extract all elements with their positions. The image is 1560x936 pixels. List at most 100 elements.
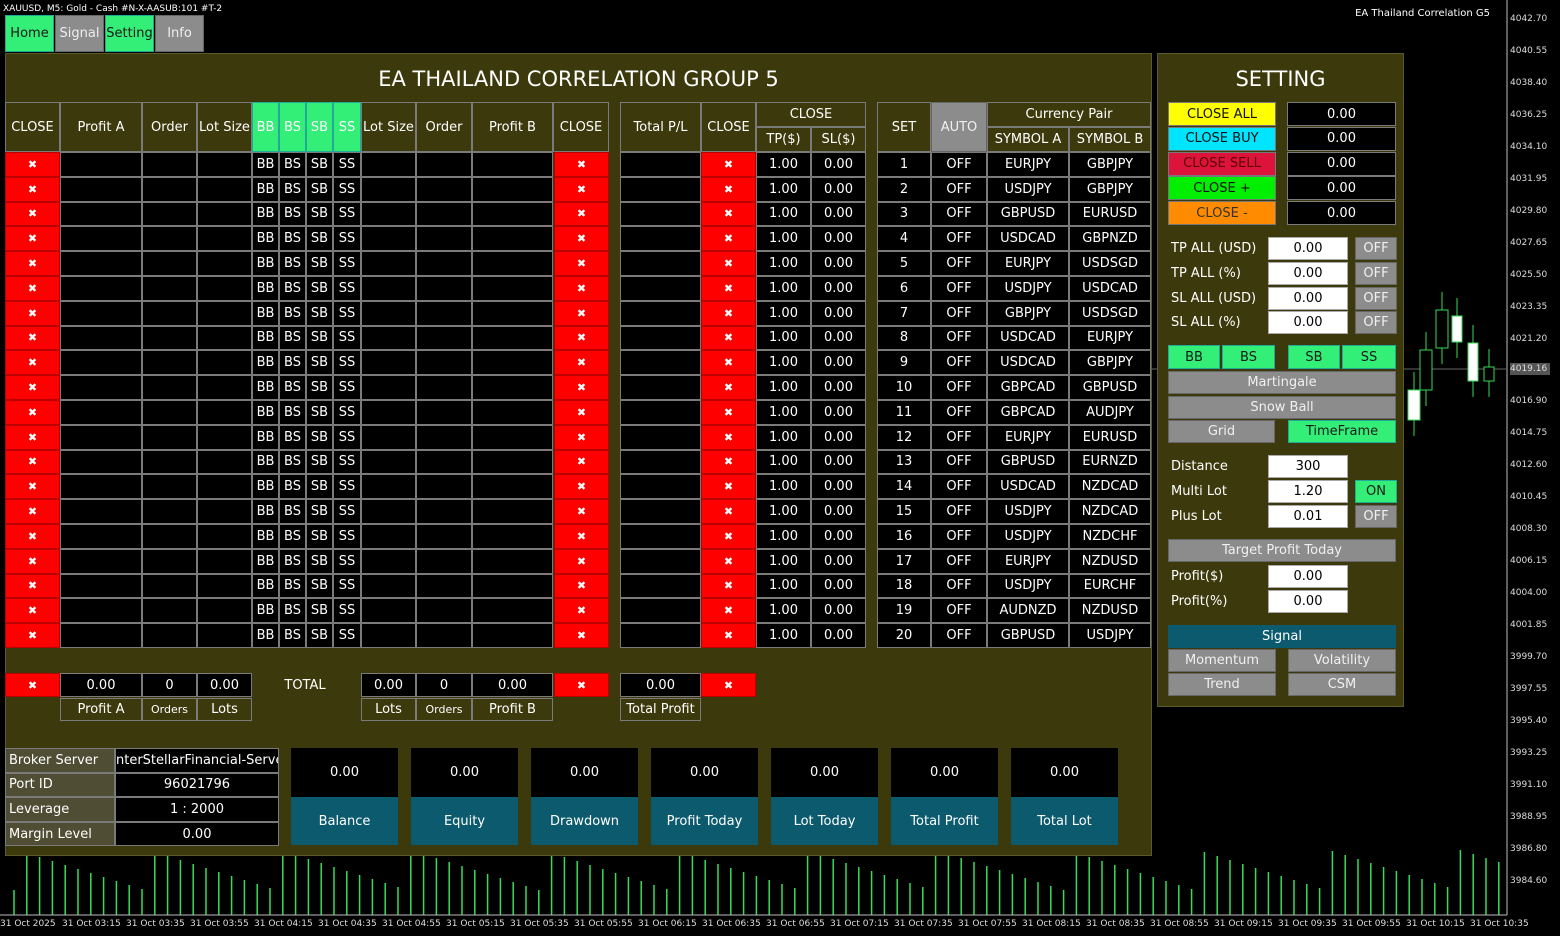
close-button[interactable]: ✖ bbox=[554, 375, 609, 400]
close-button[interactable]: ✖ bbox=[5, 573, 60, 599]
close-all-button[interactable]: CLOSE + bbox=[1168, 176, 1276, 201]
trade-button[interactable]: BS bbox=[279, 350, 306, 376]
tab[interactable]: Signal bbox=[55, 15, 104, 52]
column-header[interactable]: SB bbox=[306, 102, 333, 152]
trade-button[interactable]: BS bbox=[279, 201, 306, 227]
tab[interactable]: Setting bbox=[105, 15, 154, 52]
profit-input[interactable]: 0.00 bbox=[1268, 565, 1348, 588]
auto-toggle[interactable]: OFF bbox=[931, 176, 987, 202]
trade-button[interactable]: BS bbox=[279, 424, 306, 450]
trade-button[interactable]: SS bbox=[333, 276, 361, 301]
close-button[interactable]: ✖ bbox=[554, 548, 609, 574]
trade-button[interactable]: BB bbox=[252, 176, 279, 202]
toggle-button[interactable]: ON bbox=[1355, 479, 1397, 503]
close-button[interactable]: ✖ bbox=[554, 400, 609, 425]
close-button[interactable]: ✖ bbox=[5, 673, 60, 697]
column-header[interactable]: BB bbox=[252, 102, 279, 152]
signal-header[interactable]: Signal bbox=[1168, 625, 1396, 648]
close-button[interactable]: ✖ bbox=[701, 276, 756, 301]
toggle-button[interactable]: OFF bbox=[1355, 504, 1397, 528]
trade-button[interactable]: SB bbox=[306, 176, 333, 202]
auto-toggle[interactable]: OFF bbox=[931, 251, 987, 276]
trade-button[interactable]: SB bbox=[306, 474, 333, 500]
auto-toggle[interactable]: OFF bbox=[931, 598, 987, 624]
close-button[interactable]: ✖ bbox=[5, 300, 60, 326]
trade-button[interactable]: SS bbox=[333, 201, 361, 227]
close-button[interactable]: ✖ bbox=[5, 400, 60, 425]
trade-button[interactable]: BS bbox=[279, 474, 306, 500]
close-button[interactable]: ✖ bbox=[5, 598, 60, 624]
target-input[interactable]: 0.00 bbox=[1268, 237, 1348, 260]
trade-button[interactable]: BB bbox=[252, 350, 279, 376]
close-button[interactable]: ✖ bbox=[5, 152, 60, 177]
close-button[interactable]: ✖ bbox=[554, 598, 609, 624]
trade-button[interactable]: SB bbox=[306, 449, 333, 475]
close-button[interactable]: ✖ bbox=[554, 350, 609, 376]
trade-button[interactable]: SB bbox=[306, 400, 333, 425]
auto-header[interactable]: AUTO bbox=[931, 102, 987, 152]
close-button[interactable]: ✖ bbox=[554, 524, 609, 549]
trade-button[interactable]: SB bbox=[306, 276, 333, 301]
close-button[interactable]: ✖ bbox=[5, 548, 60, 574]
close-button[interactable]: ✖ bbox=[554, 325, 609, 351]
close-button[interactable]: ✖ bbox=[701, 573, 756, 599]
trade-button[interactable]: SB bbox=[306, 201, 333, 227]
mode-button[interactable]: BS bbox=[1222, 345, 1275, 369]
trade-button[interactable]: BB bbox=[252, 474, 279, 500]
trade-button[interactable]: BS bbox=[279, 623, 306, 648]
auto-toggle[interactable]: OFF bbox=[931, 424, 987, 450]
auto-toggle[interactable]: OFF bbox=[931, 201, 987, 227]
snowball-button[interactable]: Snow Ball bbox=[1168, 396, 1396, 419]
mode-button[interactable]: SS bbox=[1342, 345, 1396, 369]
trade-button[interactable]: SS bbox=[333, 424, 361, 450]
close-button[interactable]: ✖ bbox=[554, 623, 609, 648]
toggle-button[interactable]: OFF bbox=[1355, 311, 1397, 335]
close-button[interactable]: ✖ bbox=[5, 474, 60, 500]
trade-button[interactable]: BB bbox=[252, 524, 279, 549]
close-button[interactable]: ✖ bbox=[701, 623, 756, 648]
trade-button[interactable]: SB bbox=[306, 499, 333, 524]
auto-toggle[interactable]: OFF bbox=[931, 300, 987, 326]
auto-toggle[interactable]: OFF bbox=[931, 226, 987, 252]
auto-toggle[interactable]: OFF bbox=[931, 276, 987, 301]
close-button[interactable]: ✖ bbox=[701, 499, 756, 524]
trade-button[interactable]: BB bbox=[252, 325, 279, 351]
trade-button[interactable]: SS bbox=[333, 176, 361, 202]
trade-button[interactable]: SB bbox=[306, 573, 333, 599]
close-button[interactable]: ✖ bbox=[554, 251, 609, 276]
signal-button[interactable]: Trend bbox=[1168, 673, 1276, 696]
trade-button[interactable]: SS bbox=[333, 300, 361, 326]
close-button[interactable]: ✖ bbox=[5, 226, 60, 252]
auto-toggle[interactable]: OFF bbox=[931, 548, 987, 574]
trade-button[interactable]: SS bbox=[333, 449, 361, 475]
column-header[interactable]: BS bbox=[279, 102, 306, 152]
close-button[interactable]: ✖ bbox=[5, 424, 60, 450]
target-input[interactable]: 0.00 bbox=[1268, 311, 1348, 335]
close-button[interactable]: ✖ bbox=[701, 449, 756, 475]
close-button[interactable]: ✖ bbox=[701, 400, 756, 425]
close-button[interactable]: ✖ bbox=[554, 201, 609, 227]
trade-button[interactable]: BB bbox=[252, 201, 279, 227]
trade-button[interactable]: SB bbox=[306, 524, 333, 549]
auto-toggle[interactable]: OFF bbox=[931, 375, 987, 400]
trade-button[interactable]: BS bbox=[279, 226, 306, 252]
toggle-button[interactable]: OFF bbox=[1355, 237, 1397, 260]
trade-button[interactable]: SS bbox=[333, 375, 361, 400]
toggle-button[interactable]: OFF bbox=[1355, 286, 1397, 310]
close-button[interactable]: ✖ bbox=[701, 300, 756, 326]
close-button[interactable]: ✖ bbox=[554, 226, 609, 252]
close-button[interactable]: ✖ bbox=[554, 176, 609, 202]
profit-input[interactable]: 0.00 bbox=[1268, 589, 1348, 613]
auto-toggle[interactable]: OFF bbox=[931, 152, 987, 177]
tab[interactable]: Info bbox=[155, 15, 204, 52]
martingale-button[interactable]: Martingale bbox=[1168, 371, 1396, 394]
close-button[interactable]: ✖ bbox=[701, 152, 756, 177]
toggle-button[interactable]: OFF bbox=[1355, 261, 1397, 285]
close-all-button[interactable]: CLOSE SELL bbox=[1168, 151, 1276, 176]
close-button[interactable]: ✖ bbox=[5, 276, 60, 301]
close-button[interactable]: ✖ bbox=[5, 623, 60, 648]
close-button[interactable]: ✖ bbox=[5, 350, 60, 376]
trade-button[interactable]: BS bbox=[279, 276, 306, 301]
close-button[interactable]: ✖ bbox=[5, 176, 60, 202]
trade-button[interactable]: BB bbox=[252, 499, 279, 524]
